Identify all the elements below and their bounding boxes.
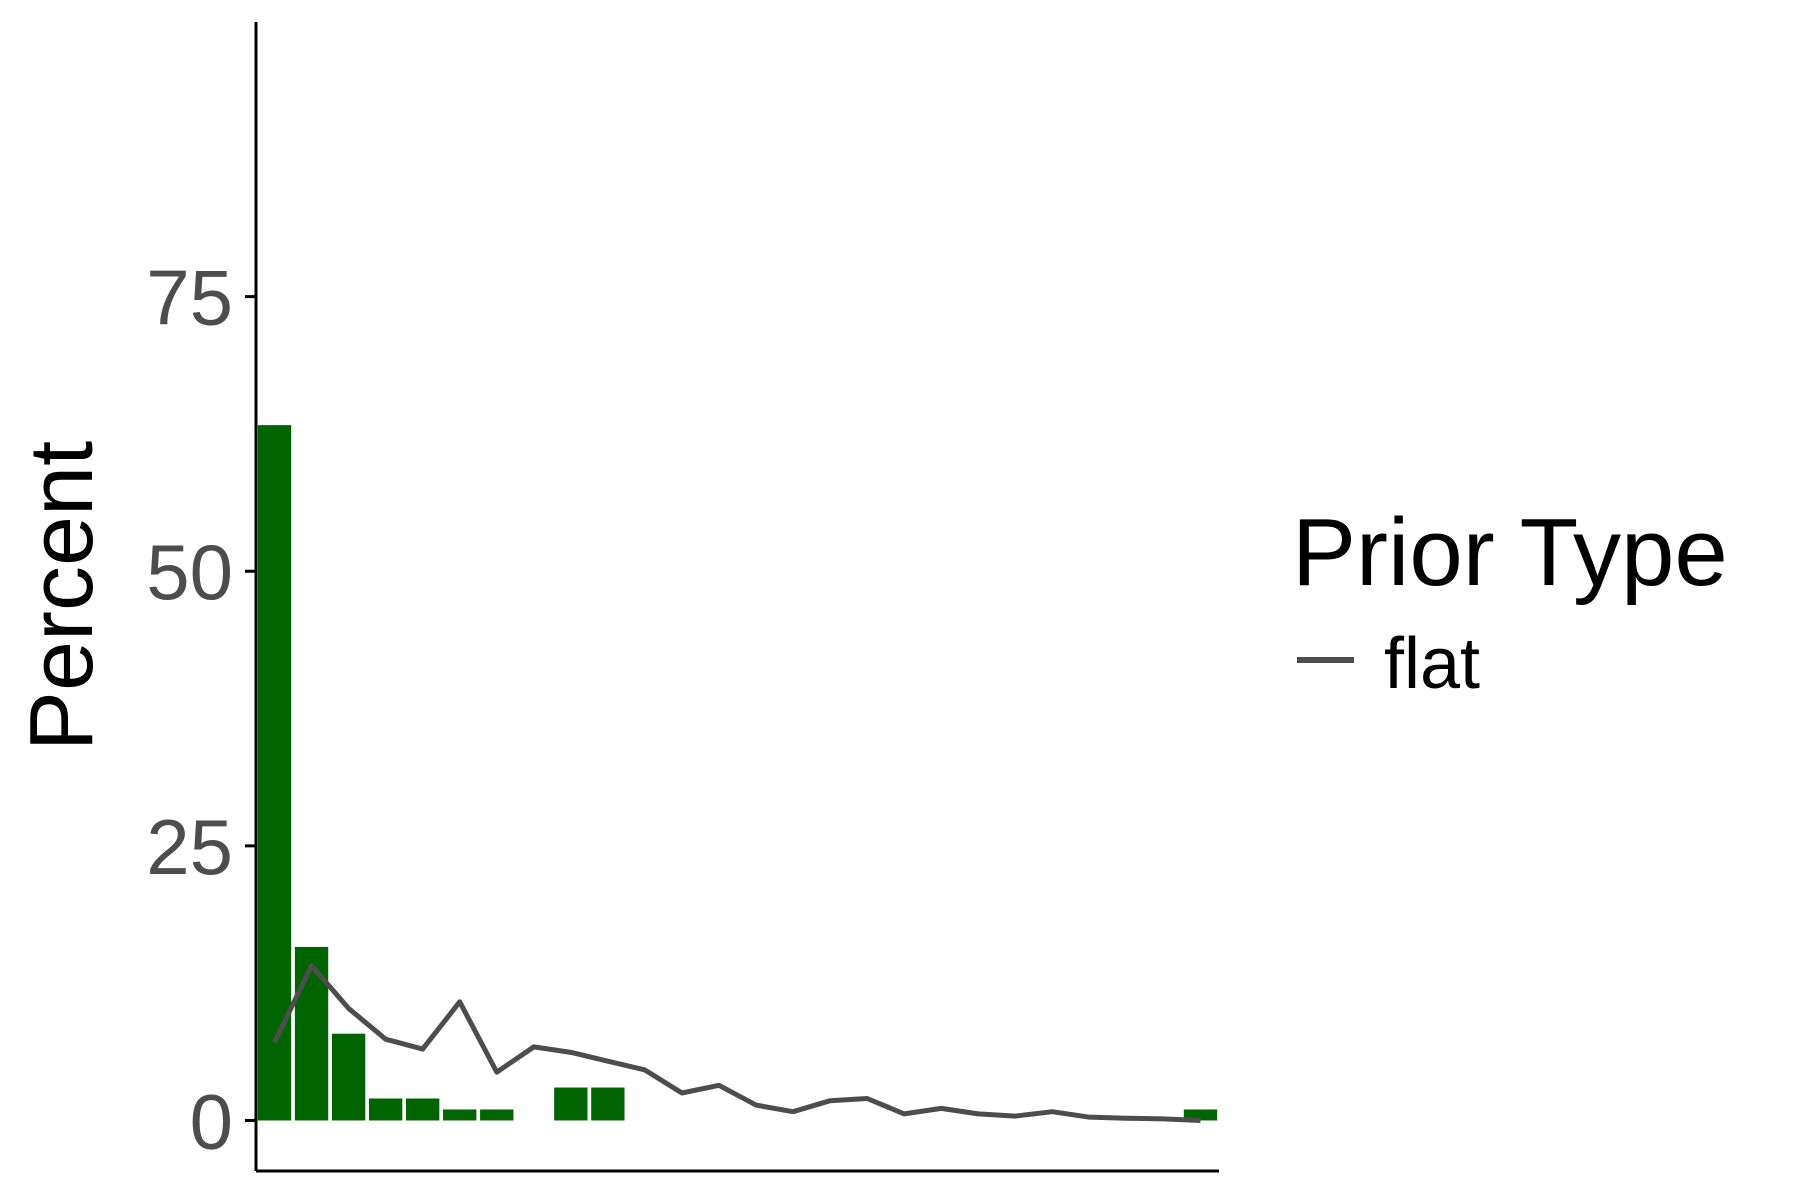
legend-title: Prior Type bbox=[1292, 499, 1728, 606]
bar-6 bbox=[443, 1109, 477, 1121]
bar-3 bbox=[331, 1033, 366, 1121]
y-tick-label-50: 50 bbox=[146, 528, 233, 616]
lines-group bbox=[272, 963, 1201, 1123]
bar-2 bbox=[294, 946, 329, 1121]
legend-label-flat: flat bbox=[1384, 624, 1480, 704]
bar-26 bbox=[1183, 1109, 1218, 1121]
bar-5 bbox=[406, 1098, 440, 1121]
bars-group bbox=[257, 425, 1218, 1121]
series-line-flat bbox=[272, 963, 1201, 1123]
bar-4 bbox=[368, 1098, 403, 1121]
y-tick-label-75: 75 bbox=[146, 254, 233, 342]
bar-9 bbox=[554, 1087, 588, 1121]
y-tick-label-0: 0 bbox=[190, 1077, 233, 1165]
y-tick-label-25: 25 bbox=[146, 803, 233, 891]
bar-10 bbox=[591, 1087, 625, 1121]
bar-7 bbox=[480, 1109, 514, 1121]
y-axis-title: Percent bbox=[12, 441, 112, 751]
bar-1 bbox=[257, 425, 292, 1121]
y-ticks-group: 0 25 50 75 bbox=[146, 254, 256, 1165]
